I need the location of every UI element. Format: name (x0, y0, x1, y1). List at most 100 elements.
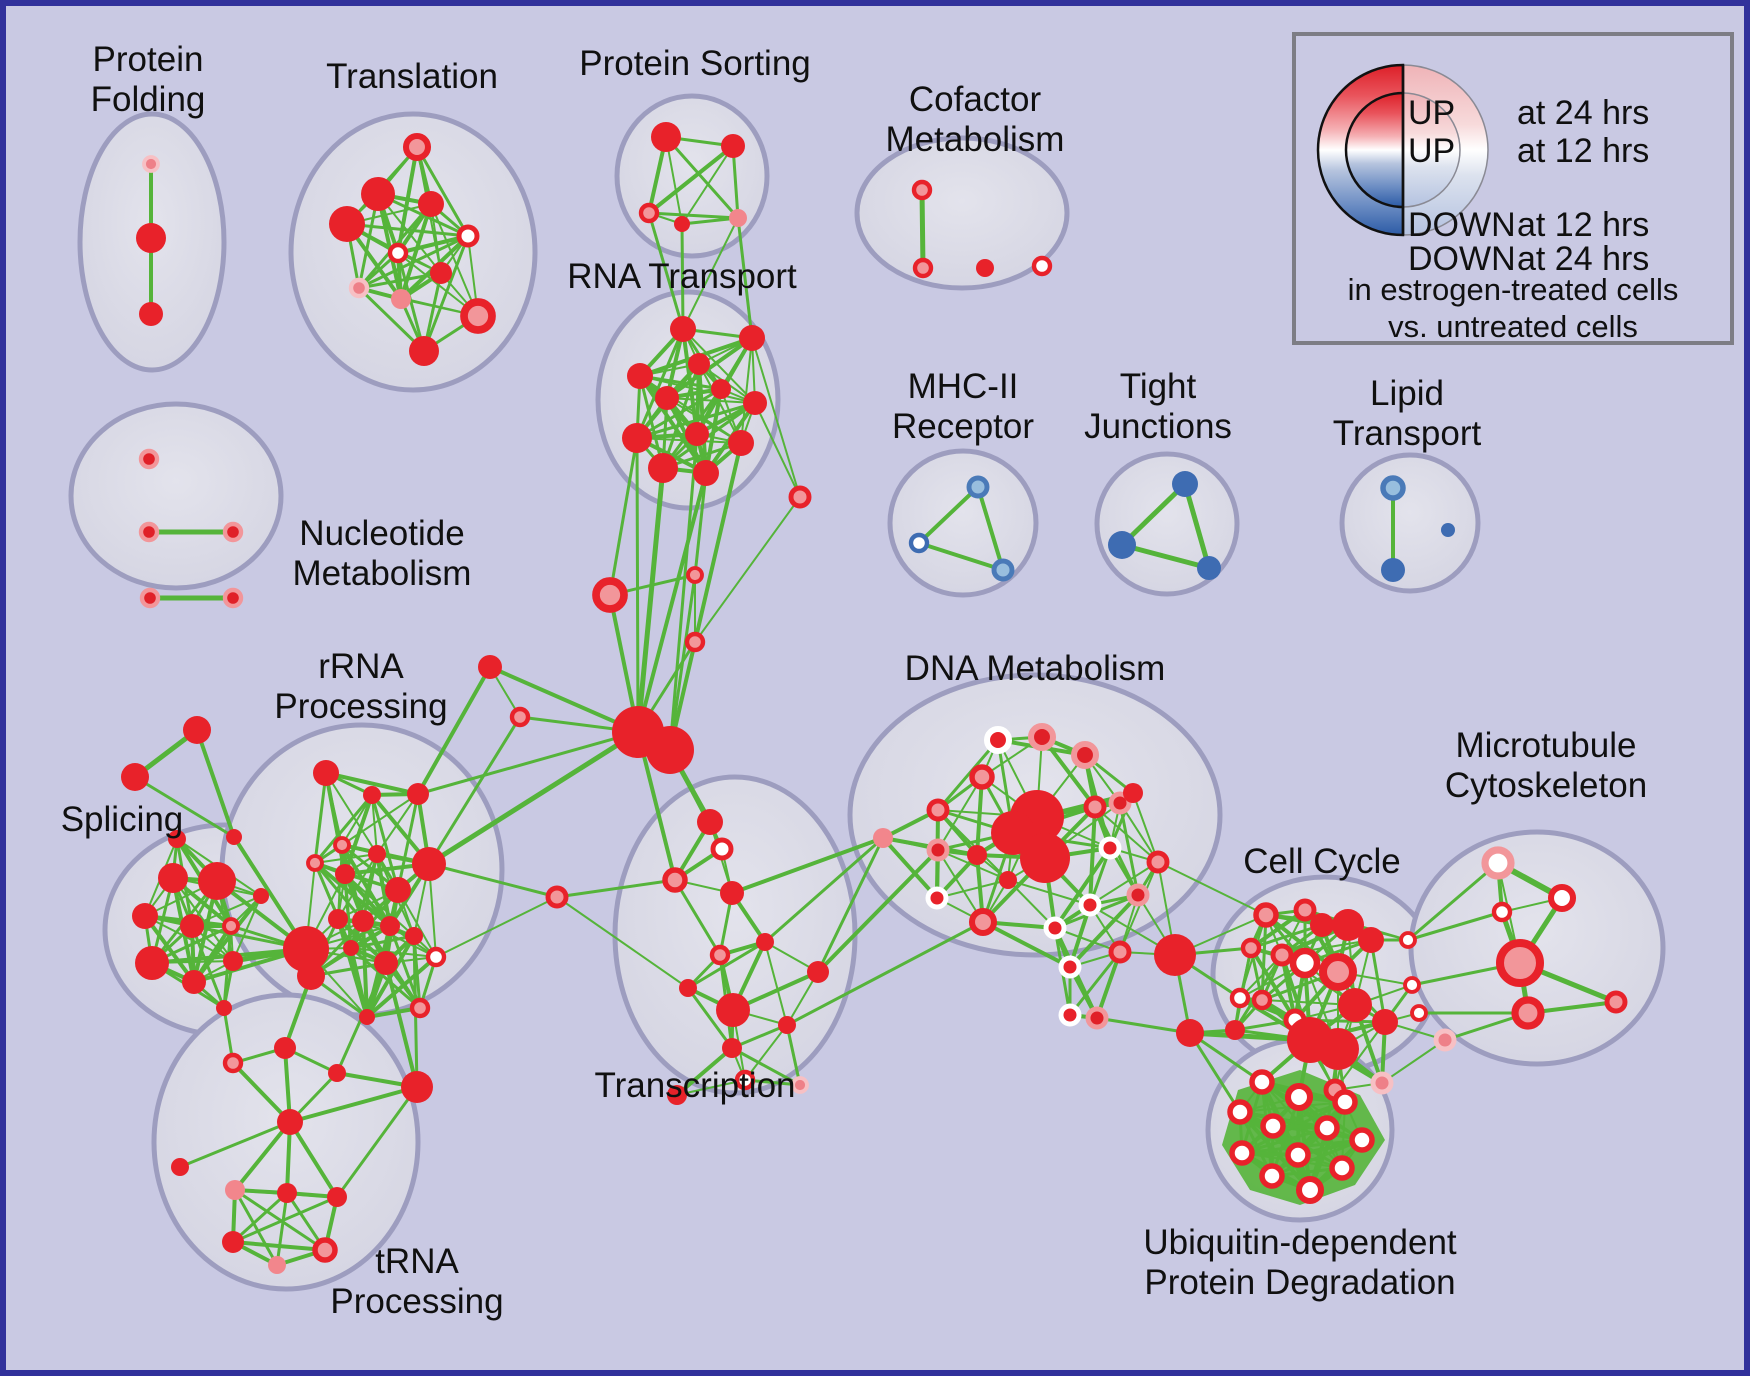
gene-node (1043, 916, 1067, 940)
gene-node (688, 353, 710, 375)
gene-node (1403, 976, 1421, 994)
edge (976, 485, 1005, 572)
gene-node (1146, 850, 1170, 874)
gene-node (991, 558, 1015, 582)
edge (416, 665, 492, 796)
gene-node (1078, 893, 1102, 917)
edge (324, 771, 420, 796)
gene-node (478, 655, 502, 679)
edge (680, 222, 685, 331)
gene-node (662, 867, 688, 893)
gene-node (1496, 939, 1544, 987)
gene-node (667, 1085, 687, 1105)
cluster-ellipse-lipid-transport (1339, 452, 1481, 594)
cluster-label-tight-junctions: Junctions (1084, 407, 1232, 446)
legend-footer-line: in estrogen-treated cells (1347, 272, 1679, 307)
edge (556, 896, 689, 989)
gene-node (1441, 523, 1455, 537)
edge (635, 436, 640, 734)
gene-node (756, 933, 774, 951)
edge (730, 1046, 802, 1087)
edge (917, 541, 1005, 572)
edge (233, 1188, 327, 1252)
edge (396, 792, 420, 892)
gene-node (277, 1183, 297, 1203)
edge (1095, 950, 1122, 1020)
gene-node (1123, 783, 1143, 803)
edge (231, 1061, 292, 1124)
edge (1089, 861, 1159, 906)
gene-node (1481, 846, 1515, 880)
edge (636, 471, 708, 734)
gene-node (425, 946, 447, 968)
gene-node (180, 914, 204, 938)
gene-node (418, 191, 444, 217)
gene-node (908, 532, 930, 554)
gene-node (1240, 937, 1262, 959)
gene-node (734, 1069, 756, 1091)
edge (427, 715, 522, 866)
gene-node (720, 881, 744, 905)
gene-node (1229, 1140, 1255, 1166)
edge (666, 397, 756, 404)
gene-node (136, 223, 166, 253)
edge (1119, 861, 1159, 953)
gene-node (627, 363, 653, 389)
cluster-label-protein-sorting: Protein Sorting (579, 44, 811, 83)
edge (1240, 1126, 1329, 1155)
edge (349, 934, 416, 950)
gene-node (352, 910, 374, 932)
gene-node (1085, 1006, 1109, 1030)
edge (1406, 910, 1504, 942)
gene-node (409, 997, 431, 1019)
gene-node (1083, 795, 1107, 819)
gene-node (368, 845, 386, 863)
legend-direction: DOWN (1408, 206, 1516, 244)
gene-node (268, 1256, 286, 1274)
edge (555, 878, 677, 899)
gene-node (138, 448, 160, 470)
edge (686, 940, 767, 990)
gene-node (1433, 1028, 1457, 1052)
edge (195, 728, 236, 839)
edge (313, 771, 328, 865)
gene-node (648, 453, 678, 483)
edge (288, 1085, 419, 1124)
cluster-ellipse-cofactor-metabolism (854, 135, 1070, 291)
edge (1094, 806, 1159, 863)
gene-node (1108, 531, 1136, 559)
edge (1369, 938, 1387, 1024)
edge (937, 849, 1009, 881)
gene-node (791, 1076, 809, 1094)
gene-node (1332, 909, 1364, 941)
edge (350, 947, 437, 958)
gene-node (926, 838, 950, 862)
gene-node (1293, 898, 1317, 922)
legend-direction: UP (1408, 132, 1456, 170)
gene-node (335, 864, 355, 884)
edge (314, 853, 378, 864)
edge (675, 1046, 734, 1097)
gene-node (1511, 996, 1545, 1030)
gene-node (722, 1038, 742, 1058)
edge (341, 794, 373, 846)
legend-updown-icon (1316, 63, 1489, 237)
edge (349, 946, 369, 1019)
gene-node (401, 1071, 433, 1103)
gene-node (387, 242, 409, 264)
gene-node (968, 907, 998, 937)
edge (1054, 927, 1121, 953)
gene-node (222, 1052, 244, 1074)
gene-node (405, 927, 423, 945)
edge (357, 234, 470, 290)
gene-node (1126, 883, 1150, 907)
edge (665, 336, 754, 400)
edge (936, 738, 1000, 812)
gene-node (1491, 901, 1513, 923)
gene-node (297, 962, 325, 990)
gene-node (460, 298, 496, 334)
gene-node (1259, 1163, 1285, 1189)
gene-node (1338, 988, 1372, 1022)
edge (384, 961, 419, 1089)
